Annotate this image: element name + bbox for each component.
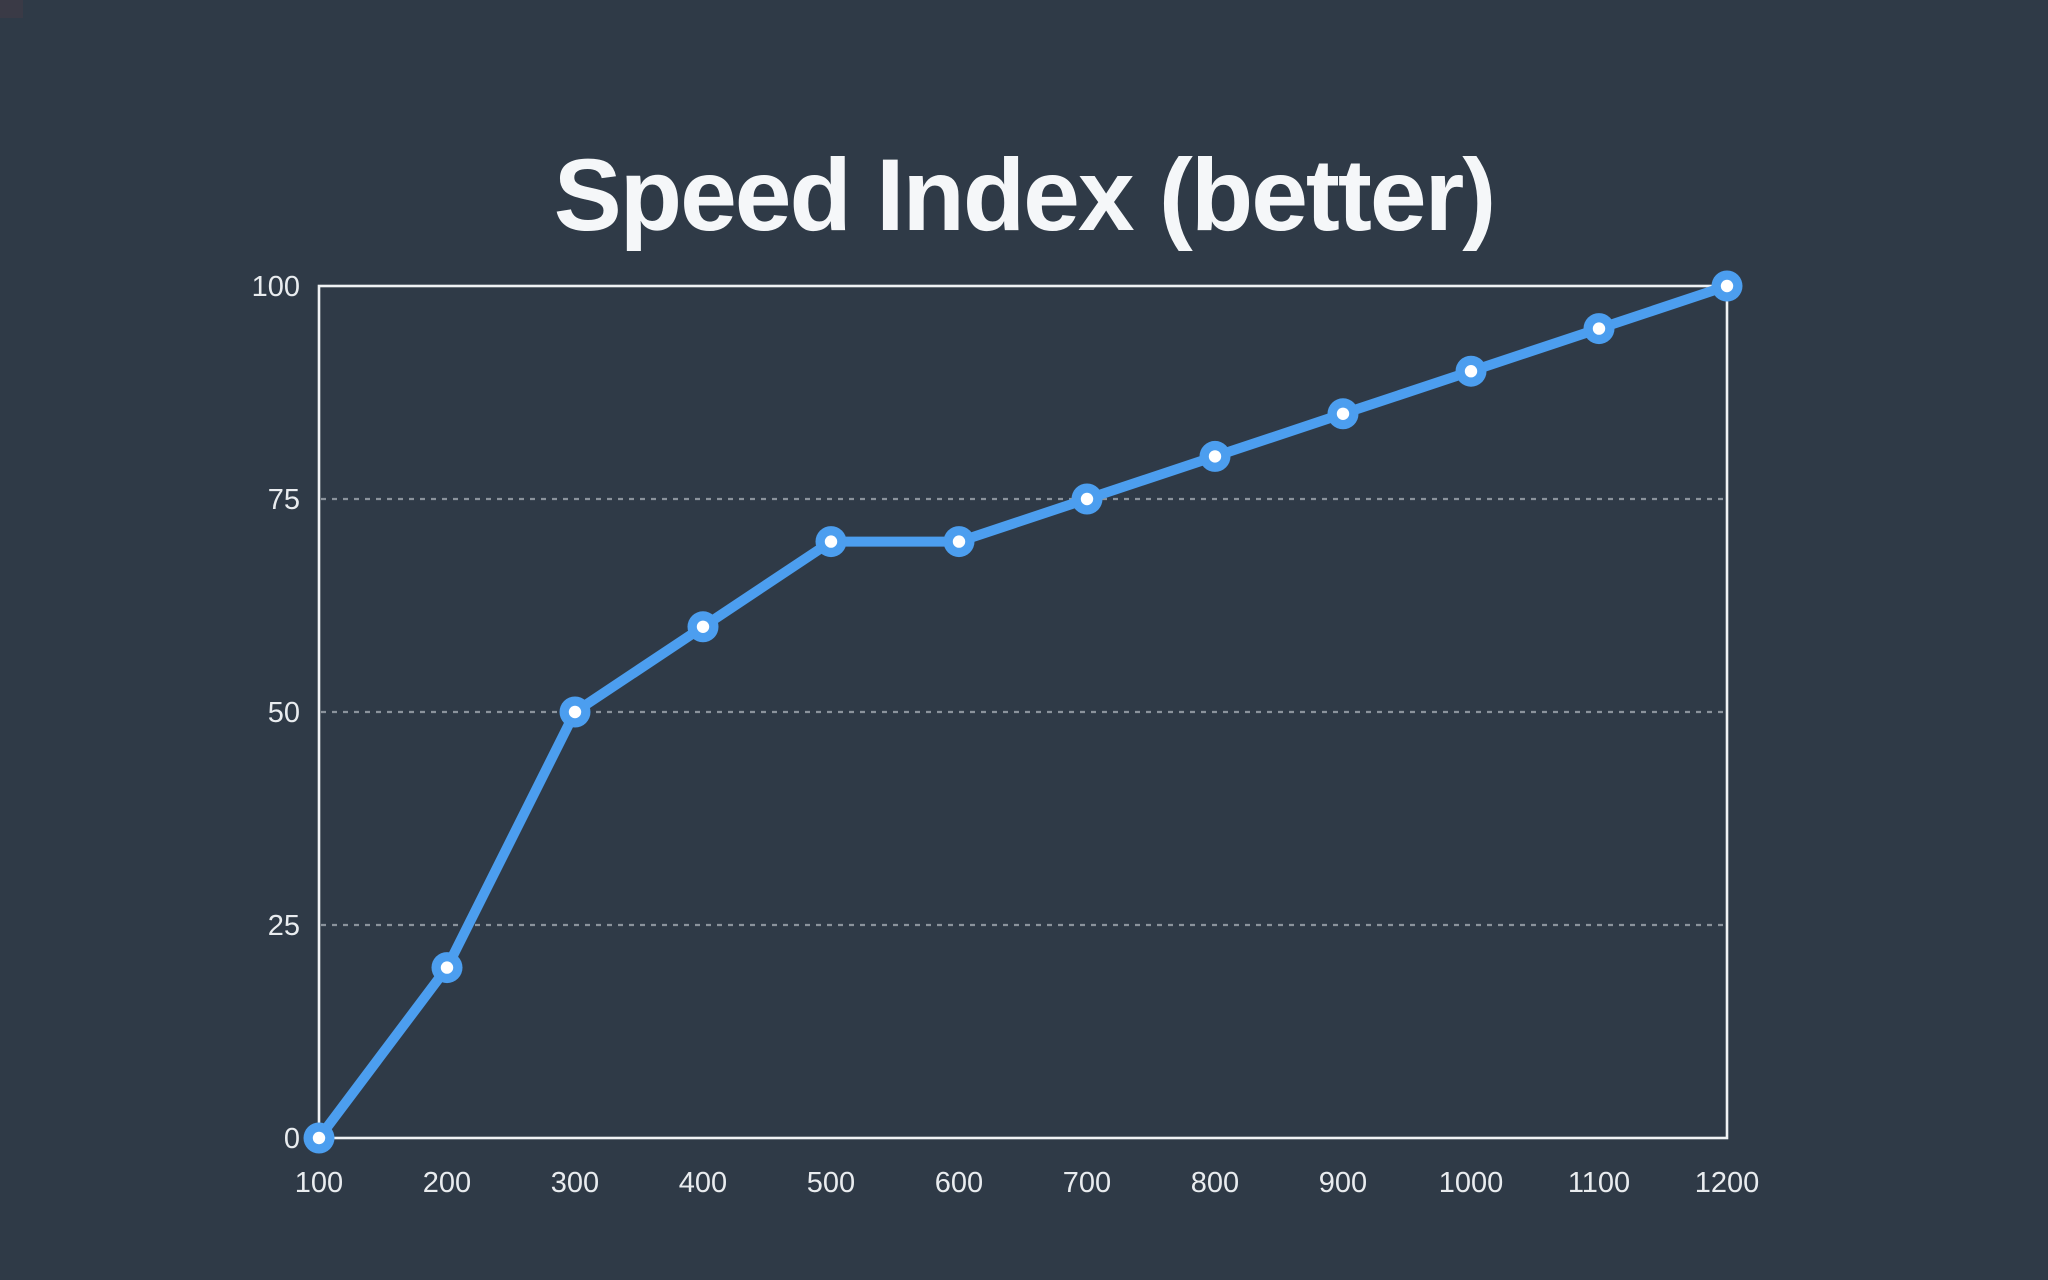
y-tick-label: 75 [268, 484, 300, 516]
data-point-center [1464, 365, 1478, 378]
data-point-center [1336, 407, 1350, 420]
data-point-center [1592, 322, 1606, 335]
x-tick-label: 200 [423, 1167, 471, 1199]
x-tick-label: 800 [1191, 1167, 1239, 1199]
data-point-center [1208, 450, 1222, 463]
y-tick-label: 0 [284, 1123, 300, 1155]
data-point-center [312, 1131, 326, 1145]
x-tick-label: 1100 [1568, 1167, 1630, 1199]
chart-title: Speed Index (better) [553, 138, 1497, 253]
x-tick-label: 500 [807, 1167, 855, 1199]
x-tick-label: 1200 [1695, 1167, 1760, 1199]
top-left-corner-patch [0, 0, 23, 18]
series-line [314, 281, 1732, 1143]
y-tick-label: 100 [252, 271, 300, 303]
data-point-center [952, 535, 966, 548]
plot-border [317, 284, 1729, 1140]
x-tick-label: 300 [551, 1167, 599, 1199]
data-point-center [696, 620, 710, 633]
x-tick-label: 600 [935, 1167, 983, 1199]
x-tick-label: 900 [1319, 1167, 1367, 1199]
x-tick-label: 400 [679, 1167, 727, 1199]
y-tick-label: 25 [268, 910, 300, 942]
x-tick-label: 700 [1063, 1167, 1111, 1199]
x-tick-label: 1000 [1439, 1167, 1504, 1199]
data-point-center [568, 705, 582, 719]
y-tick-label: 50 [268, 697, 300, 729]
data-point-center [1080, 492, 1094, 506]
data-point-center [1720, 279, 1734, 293]
x-tick-label: 100 [295, 1167, 343, 1199]
data-point-center [824, 535, 838, 548]
data-point-center [440, 961, 454, 974]
